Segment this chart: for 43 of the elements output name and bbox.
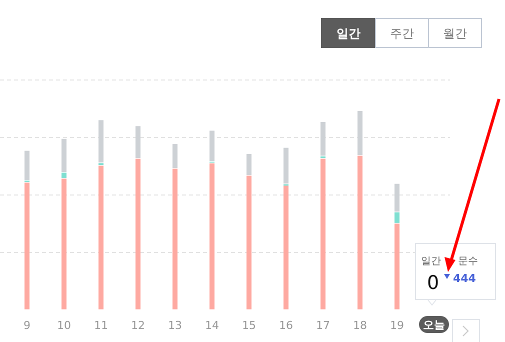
bar <box>394 184 400 212</box>
x-tick-label: 12 <box>131 319 145 332</box>
text: 문수 <box>458 256 478 267</box>
bar <box>358 156 362 310</box>
x-tick-label: 9 <box>24 319 30 332</box>
x-tick-label: 14 <box>205 319 219 332</box>
bar <box>284 148 288 184</box>
x-tick-label: 18 <box>353 319 367 332</box>
bar <box>98 166 104 310</box>
bar <box>320 158 326 310</box>
annotation: 일간 <box>421 256 441 267</box>
bar <box>284 186 288 310</box>
bar <box>172 144 178 168</box>
annotation: 0 <box>426 272 440 294</box>
bar <box>136 126 140 158</box>
x-tick-label: 17 <box>316 319 330 332</box>
bar <box>24 182 30 310</box>
bar <box>24 150 30 180</box>
x-tick-label: 16 <box>279 319 293 332</box>
text: 일간 <box>336 26 360 40</box>
bar <box>394 224 400 310</box>
bar <box>394 212 400 223</box>
bar <box>246 176 252 310</box>
bar <box>62 138 66 172</box>
bar <box>136 158 140 310</box>
bar <box>62 172 66 178</box>
x-tick-label: 11 <box>94 319 108 332</box>
bar <box>320 122 326 156</box>
bar <box>62 178 66 310</box>
bar <box>246 154 252 175</box>
x-tick-label: 19 <box>390 319 404 332</box>
bar <box>210 130 214 162</box>
x-tick-label: 오늘 <box>423 318 445 332</box>
bar <box>210 163 214 310</box>
x-tick-label: 15 <box>242 319 256 332</box>
text: 444 <box>453 272 476 285</box>
text: 주간 <box>390 26 414 40</box>
bar <box>98 120 104 162</box>
bar <box>172 168 178 310</box>
x-tick-label: 13 <box>168 319 182 332</box>
text: 월간 <box>443 26 467 40</box>
bar <box>358 111 362 156</box>
x-tick-label: 10 <box>57 319 71 332</box>
